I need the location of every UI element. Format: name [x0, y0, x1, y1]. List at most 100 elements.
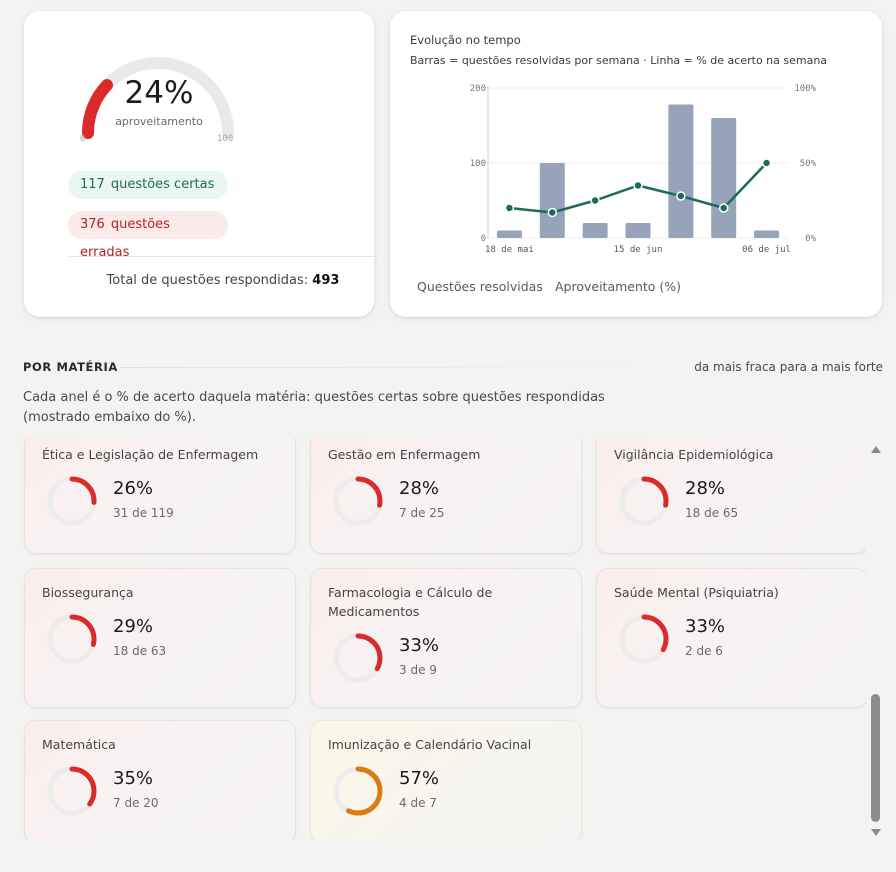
subject-progress-ring	[47, 766, 97, 816]
wrong-count: 376	[80, 217, 105, 232]
scroll-up-arrow-icon[interactable]	[871, 446, 881, 453]
y-right-tick-label: 0%	[805, 234, 816, 244]
evolution-chart-card: Evolução no tempo Barras = questões reso…	[390, 11, 882, 317]
correct-questions-pill: 117 questões certas	[68, 171, 228, 199]
subject-percentage: 28%	[399, 478, 440, 499]
accuracy-point[interactable]	[590, 195, 600, 206]
section-description: Cada anel é o % de acerto daquela matéri…	[23, 390, 605, 425]
total-label: Total de questões respondidas:	[106, 273, 309, 288]
bar[interactable]	[496, 230, 522, 239]
subject-name: Vigilância Epidemiológica	[614, 447, 774, 462]
evolution-chart: 0 100 200 0% 50% 100% 18 de mai 15 de jun 06 de …	[470, 84, 817, 255]
subject-count: 7 de 25	[399, 506, 445, 520]
x-tick-label: 06 de jul	[742, 245, 791, 255]
gauge-max-label: 100	[217, 134, 234, 144]
gauge-min-label: 0	[80, 134, 86, 144]
ring-fill	[333, 633, 383, 683]
subject-card[interactable]: Matemática 35% 7 de 20	[24, 720, 296, 840]
legend-line[interactable]: Aproveitamento (%)	[555, 279, 682, 294]
ring-fill	[619, 476, 669, 526]
y-right-tick-label: 100%	[794, 84, 816, 94]
scrollbar-thumb[interactable]	[871, 694, 880, 822]
subject-count: 4 de 7	[399, 796, 437, 810]
accuracy-point[interactable]	[504, 203, 515, 213]
subject-card[interactable]: Vigilância Epidemiológica 28% 18 de 65	[596, 438, 866, 554]
subject-progress-ring	[333, 476, 383, 526]
legend-bars[interactable]: Questões resolvidas	[417, 279, 543, 294]
subject-card[interactable]: Saúde Mental (Psiquiatria) 33% 2 de 6	[596, 568, 866, 708]
x-tick-label: 15 de jun	[614, 245, 663, 255]
gauge-caption: aproveitamento	[115, 115, 203, 128]
subject-count: 18 de 65	[685, 506, 739, 520]
scrollbar[interactable]	[868, 440, 884, 840]
summary-card: 24% aproveitamento 0 100 117 questões cer…	[24, 11, 378, 317]
subject-name: Gestão em Enfermagem	[328, 447, 481, 462]
bar[interactable]	[754, 230, 780, 239]
subject-name: Imunização e Calendário Vacinal	[328, 737, 532, 752]
subject-percentage: 28%	[685, 478, 726, 499]
accuracy-point[interactable]	[633, 180, 643, 191]
subject-percentage: 35%	[113, 768, 154, 789]
bar[interactable]	[668, 104, 694, 239]
subject-card[interactable]: Biossegurança 29% 18 de 63	[24, 568, 296, 708]
total-questions: Total de questões respondidas: 493	[68, 273, 378, 288]
y-left-tick-label: 100	[470, 159, 486, 169]
subject-progress-ring	[333, 766, 383, 816]
ring-fill	[47, 476, 97, 526]
scroll-down-arrow-icon[interactable]	[871, 829, 881, 836]
gauge-fill	[82, 79, 113, 139]
ring-fill	[333, 766, 383, 816]
y-left-tick-label: 0	[481, 234, 486, 244]
chart-title: Evolução no tempo	[410, 33, 521, 47]
ring-fill	[47, 766, 97, 816]
subject-name: Ética e Legislação de Enfermagem	[42, 447, 259, 462]
gauge-value: 24%	[124, 75, 194, 111]
subject-percentage: 57%	[399, 768, 440, 789]
accuracy-point[interactable]	[547, 207, 558, 218]
ring-fill	[619, 614, 669, 664]
y-right-tick-label: 50%	[800, 159, 817, 169]
wrong-questions-pill: 376 questões erradas	[68, 211, 228, 260]
subject-card[interactable]: Imunização e Calendário Vacinal 57% 4 de 7	[310, 720, 582, 840]
section-order-label: da mais fraca para a mais forte	[694, 360, 883, 374]
bar[interactable]	[539, 163, 565, 238]
accuracy-point[interactable]	[761, 158, 772, 168]
accuracy-gauge	[82, 57, 234, 139]
subject-name: Farmacologia e Cálculo de Medicamentos	[328, 585, 493, 619]
bar[interactable]	[711, 118, 737, 238]
subjects-grid: Ética e Legislação de Enfermagem 26% 31 de…	[0, 438, 866, 840]
subject-count: 2 de 6	[685, 644, 723, 658]
subject-count: 31 de 119	[113, 506, 174, 520]
chart-subtitle: Barras = questões resolvidas por semana …	[410, 54, 828, 67]
subject-percentage: 33%	[685, 616, 726, 637]
x-tick-label: 18 de mai	[485, 245, 534, 255]
subject-count: 3 de 9	[399, 663, 437, 677]
bar[interactable]	[582, 223, 608, 238]
total-value: 493	[312, 273, 340, 288]
ring-fill	[47, 614, 97, 664]
subject-card[interactable]: Ética e Legislação de Enfermagem 26% 31 de…	[24, 438, 296, 554]
section-title: POR MATÉRIA	[23, 360, 118, 374]
correct-label: questões certas	[110, 177, 215, 192]
subject-percentage: 29%	[113, 616, 154, 637]
section-rule	[120, 367, 640, 368]
subject-progress-ring	[619, 614, 669, 664]
y-left-tick-label: 200	[470, 84, 486, 94]
accuracy-point[interactable]	[718, 203, 729, 213]
subject-progress-ring	[619, 476, 669, 526]
subject-count: 18 de 63	[113, 644, 167, 658]
subject-progress-ring	[47, 476, 97, 526]
ring-fill	[333, 476, 383, 526]
subject-name: Saúde Mental (Psiquiatria)	[614, 585, 779, 600]
subject-card[interactable]: Farmacologia e Cálculo de Medicamentos 33…	[310, 568, 582, 708]
subject-card[interactable]: Gestão em Enfermagem 28% 7 de 25	[310, 438, 582, 554]
subject-count: 7 de 20	[113, 796, 159, 810]
correct-count: 117	[80, 177, 105, 192]
subject-percentage: 33%	[399, 635, 440, 656]
bar[interactable]	[625, 223, 651, 238]
subject-progress-ring	[333, 633, 383, 683]
accuracy-point[interactable]	[676, 191, 686, 201]
subject-percentage: 26%	[113, 478, 154, 499]
subject-name: Matemática	[42, 737, 116, 752]
subject-name: Biossegurança	[42, 585, 134, 600]
